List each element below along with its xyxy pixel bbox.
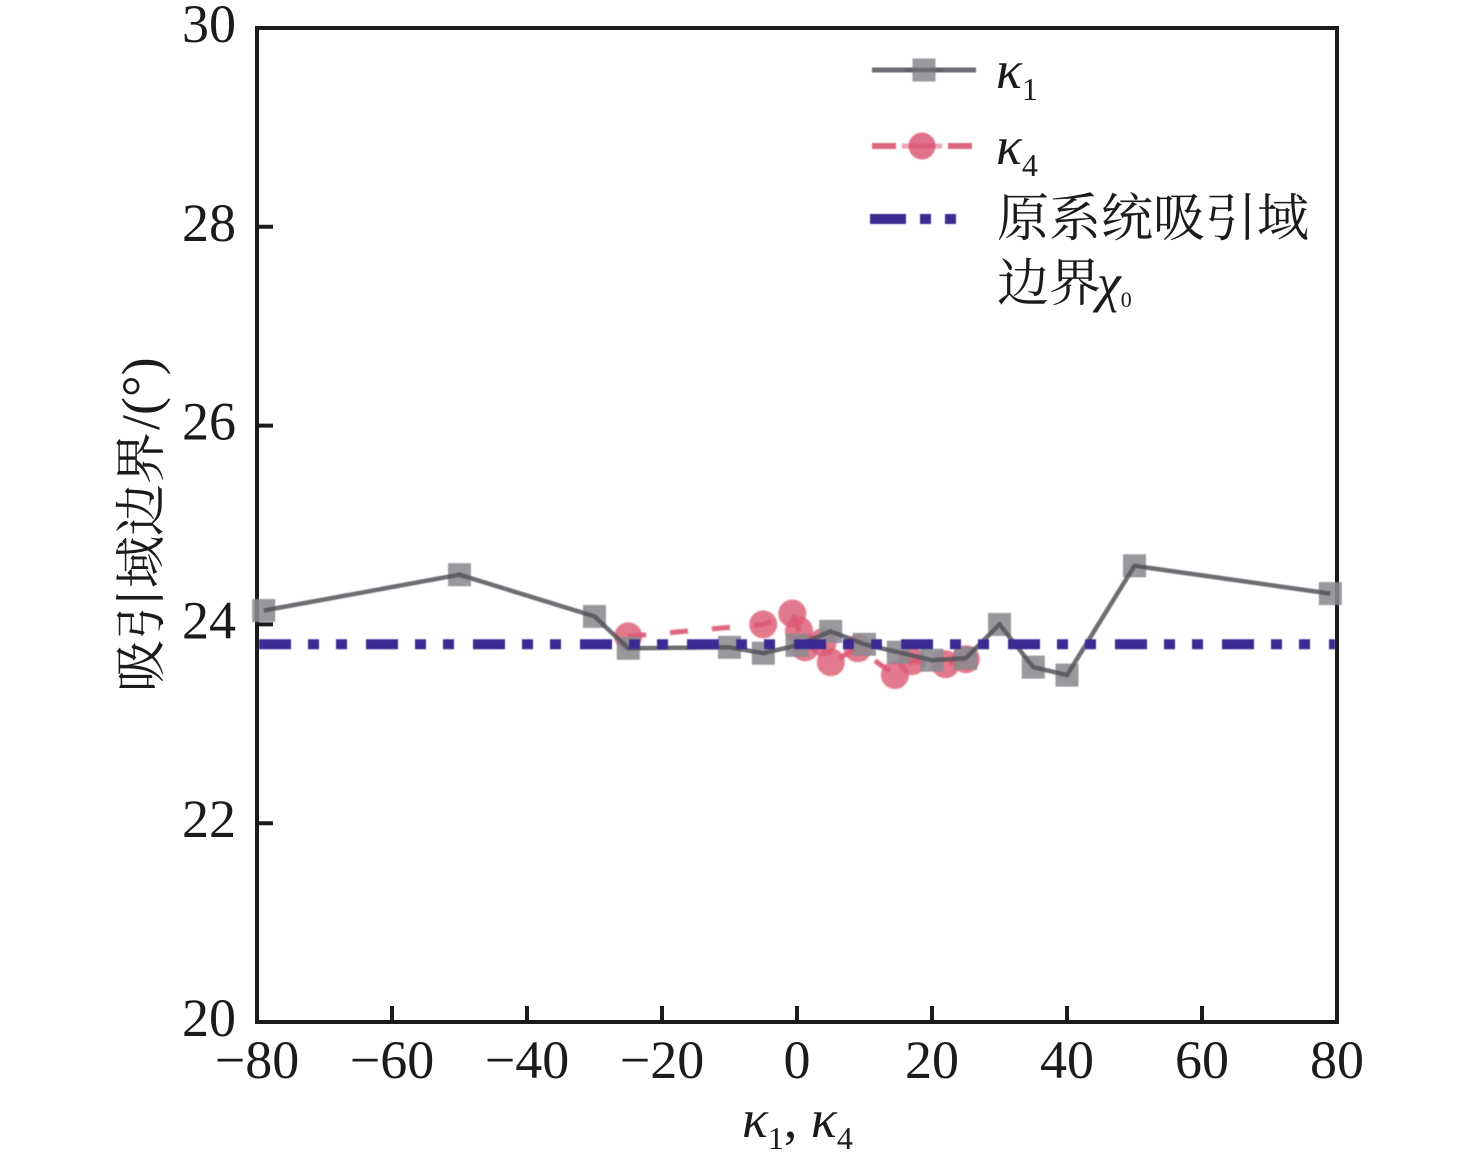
- svg-text:30: 30: [182, 0, 236, 54]
- svg-text:22: 22: [182, 789, 236, 849]
- svg-text:κ1: κ1: [996, 40, 1038, 107]
- svg-text:−60: −60: [350, 1030, 434, 1090]
- svg-text:0: 0: [784, 1030, 811, 1090]
- svg-text:80: 80: [1310, 1030, 1364, 1090]
- svg-text:20: 20: [182, 988, 236, 1048]
- svg-text:60: 60: [1175, 1030, 1229, 1090]
- svg-text:−40: −40: [485, 1030, 569, 1090]
- svg-text:−20: −20: [620, 1030, 704, 1090]
- svg-text:/(°): /(°): [111, 357, 171, 430]
- svg-text:24: 24: [182, 590, 236, 650]
- svg-text:26: 26: [182, 392, 236, 452]
- svg-text:−80: −80: [215, 1030, 299, 1090]
- svg-text:28: 28: [182, 193, 236, 253]
- svg-text:κ1, κ4: κ1, κ4: [742, 1089, 853, 1156]
- svg-text:40: 40: [1040, 1030, 1094, 1090]
- svg-text:20: 20: [905, 1030, 959, 1090]
